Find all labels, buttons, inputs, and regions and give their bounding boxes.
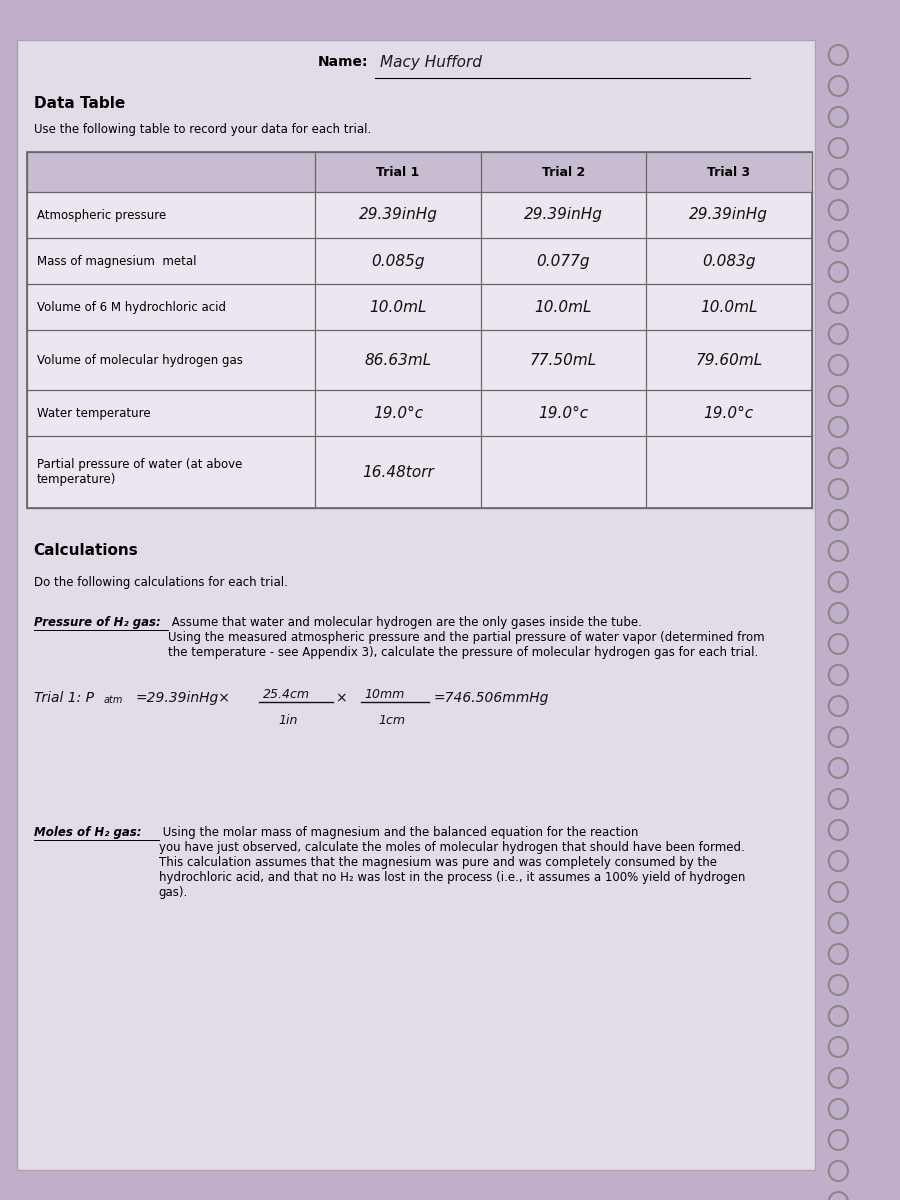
FancyBboxPatch shape [27, 152, 813, 192]
Text: 29.39inHg: 29.39inHg [524, 208, 603, 222]
Text: Water temperature: Water temperature [37, 407, 150, 420]
Text: atm: atm [104, 695, 123, 704]
Text: Macy Hufford: Macy Hufford [380, 54, 482, 70]
Text: 86.63mL: 86.63mL [364, 353, 432, 367]
Text: 1in: 1in [279, 714, 298, 727]
Text: Name:: Name: [318, 55, 368, 68]
Text: Do the following calculations for each trial.: Do the following calculations for each t… [33, 576, 287, 589]
Text: Using the molar mass of magnesium and the balanced equation for the reaction
you: Using the molar mass of magnesium and th… [158, 826, 745, 899]
Text: 79.60mL: 79.60mL [695, 353, 762, 367]
FancyBboxPatch shape [17, 40, 815, 1170]
Text: 29.39inHg: 29.39inHg [358, 208, 437, 222]
Text: 77.50mL: 77.50mL [530, 353, 597, 367]
Text: Calculations: Calculations [33, 542, 139, 558]
Text: Use the following table to record your data for each trial.: Use the following table to record your d… [33, 124, 371, 137]
Text: Atmospheric pressure: Atmospheric pressure [37, 209, 166, 222]
Text: =746.506mmHg: =746.506mmHg [434, 691, 549, 704]
Text: Trial 3: Trial 3 [707, 166, 751, 179]
Text: Trial 2: Trial 2 [542, 166, 585, 179]
FancyBboxPatch shape [27, 152, 813, 508]
Text: 10mm: 10mm [364, 688, 405, 701]
Text: Volume of 6 M hydrochloric acid: Volume of 6 M hydrochloric acid [37, 300, 226, 313]
Text: 10.0mL: 10.0mL [535, 300, 592, 314]
Text: 0.083g: 0.083g [702, 253, 755, 269]
Text: Trial 1: Trial 1 [376, 166, 419, 179]
Text: 19.0°c: 19.0°c [704, 406, 754, 420]
Text: 10.0mL: 10.0mL [369, 300, 427, 314]
Text: 0.085g: 0.085g [372, 253, 425, 269]
Text: 25.4cm: 25.4cm [263, 688, 310, 701]
Text: Data Table: Data Table [33, 96, 125, 110]
Text: 16.48torr: 16.48torr [362, 464, 434, 480]
Text: 19.0°c: 19.0°c [373, 406, 423, 420]
Text: 1cm: 1cm [379, 714, 406, 727]
Text: =29.39inHg×: =29.39inHg× [136, 691, 230, 704]
Text: ×: × [336, 691, 347, 704]
Text: 19.0°c: 19.0°c [538, 406, 589, 420]
Text: 0.077g: 0.077g [536, 253, 590, 269]
Text: Mass of magnesium  metal: Mass of magnesium metal [37, 254, 196, 268]
Text: 10.0mL: 10.0mL [700, 300, 758, 314]
Text: Volume of molecular hydrogen gas: Volume of molecular hydrogen gas [37, 354, 242, 366]
Text: Partial pressure of water (at above
temperature): Partial pressure of water (at above temp… [37, 458, 242, 486]
Text: Pressure of H₂ gas:: Pressure of H₂ gas: [33, 616, 160, 629]
Text: Assume that water and molecular hydrogen are the only gases inside the tube.
Usi: Assume that water and molecular hydrogen… [168, 616, 765, 659]
Text: 29.39inHg: 29.39inHg [689, 208, 769, 222]
Text: Trial 1: P: Trial 1: P [33, 691, 94, 704]
Text: Moles of H₂ gas:: Moles of H₂ gas: [33, 826, 141, 839]
